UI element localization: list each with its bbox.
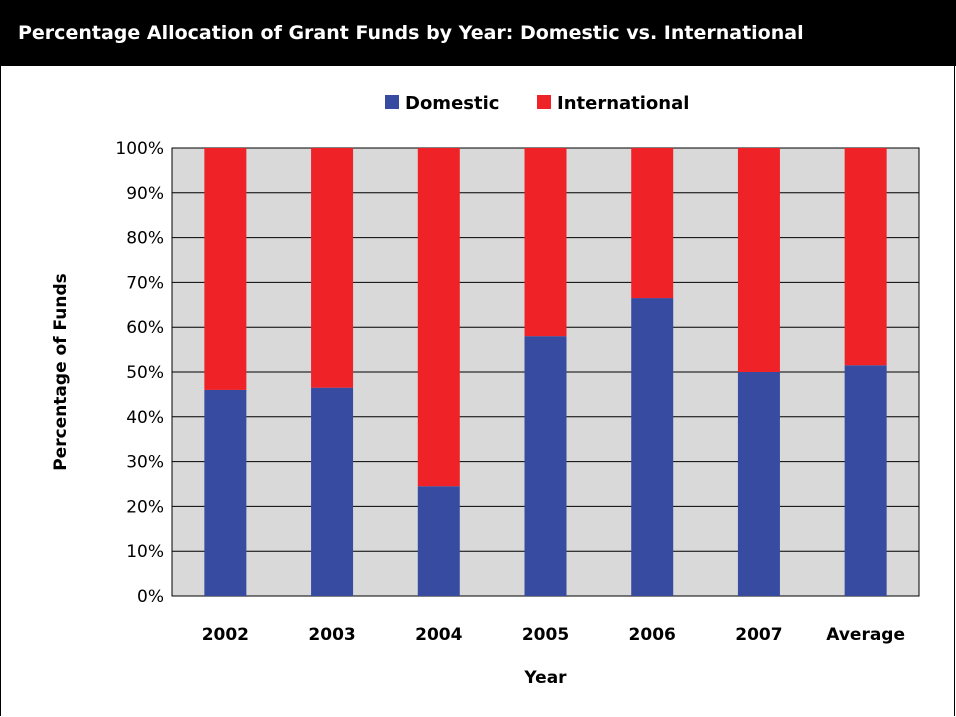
y-tick-label: 70% [126, 273, 164, 293]
bar-domestic-2002 [204, 389, 247, 596]
bar-domestic-2007 [737, 372, 780, 596]
legend-swatch-international [537, 95, 551, 109]
x-axis-title: Year [523, 668, 567, 688]
y-tick-label: 90% [126, 184, 164, 204]
bar-international-2003 [311, 148, 354, 388]
x-tick-label: 2007 [735, 625, 782, 645]
x-tick-label: 2003 [308, 625, 355, 645]
y-tick-label: 10% [126, 542, 164, 562]
y-tick-label: 40% [126, 408, 164, 428]
y-tick-label: 100% [115, 139, 164, 159]
bar-international-2006 [631, 148, 674, 299]
y-tick-label: 80% [126, 229, 164, 249]
y-axis-ticks: 0% 10% 20% 30% 40% 50% 60% 70% 80% 90% 100% [115, 139, 164, 607]
legend-swatch-domestic [385, 95, 399, 109]
y-tick-label: 0% [137, 587, 164, 607]
x-tick-label: 2002 [202, 625, 249, 645]
x-tick-label: 2006 [629, 625, 676, 645]
y-tick-label: 60% [126, 318, 164, 338]
x-tick-label: 2005 [522, 625, 569, 645]
legend: Domestic International [385, 93, 689, 114]
x-axis-ticks: 2002 2003 2004 2005 2006 2007 Average [202, 625, 905, 645]
bar-international-2005 [524, 148, 567, 337]
y-axis-title: Percentage of Funds [51, 273, 71, 471]
bar-domestic-2005 [524, 336, 567, 596]
bars [204, 148, 887, 596]
bar-international-2002 [204, 148, 247, 390]
bar-domestic-2003 [311, 387, 354, 596]
bar-international-2004 [417, 148, 460, 487]
legend-label-international: International [557, 93, 689, 114]
bar-domestic-2006 [631, 298, 674, 596]
bar-international-2007 [737, 148, 780, 372]
bar-domestic-2004 [417, 486, 460, 596]
y-tick-label: 30% [126, 453, 164, 473]
x-tick-label: 2004 [415, 625, 462, 645]
bar-domestic-average [844, 365, 887, 596]
y-tick-label: 50% [126, 363, 164, 383]
x-tick-label: Average [826, 625, 905, 645]
y-tick-label: 20% [126, 497, 164, 517]
bar-international-average [844, 148, 887, 366]
legend-label-domestic: Domestic [405, 93, 499, 114]
chart-title: Percentage Allocation of Grant Funds by … [0, 0, 956, 66]
